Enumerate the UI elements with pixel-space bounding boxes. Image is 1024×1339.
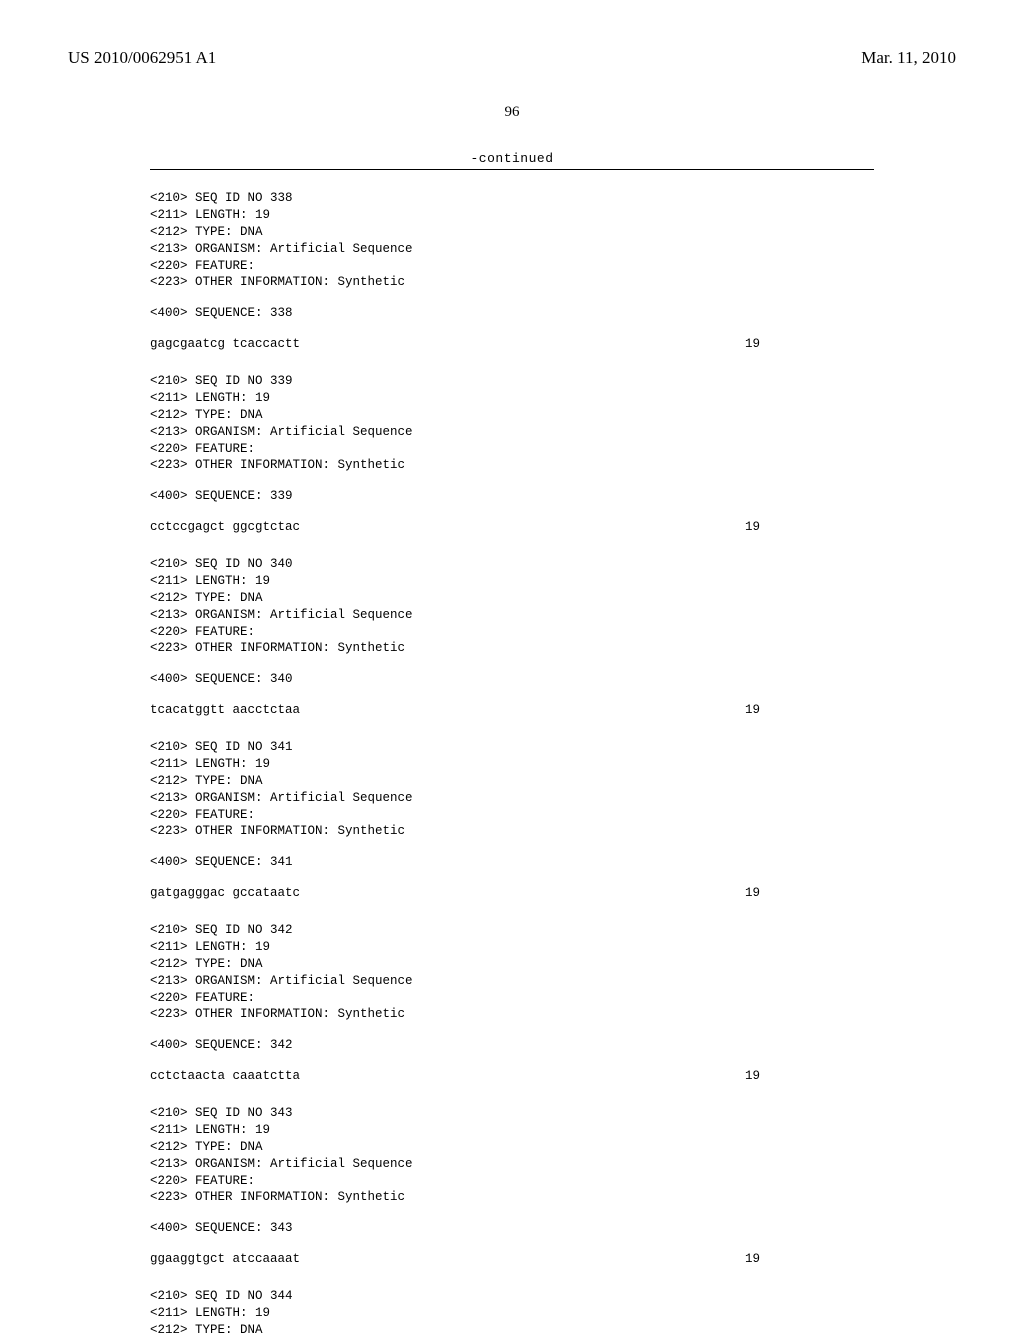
seq-type-line: <212> TYPE: DNA [150, 590, 874, 607]
seq-length-line: <211> LENGTH: 19 [150, 207, 874, 224]
seq-type-line: <212> TYPE: DNA [150, 773, 874, 790]
seq-length-value: 19 [300, 336, 760, 353]
seq-label-line: <400> SEQUENCE: 343 [150, 1220, 874, 1237]
seq-organism-line: <213> ORGANISM: Artificial Sequence [150, 1156, 874, 1173]
seq-feature-line: <220> FEATURE: [150, 1173, 874, 1190]
seq-length-value: 19 [300, 519, 760, 536]
seq-label-line: <400> SEQUENCE: 338 [150, 305, 874, 322]
seq-length-line: <211> LENGTH: 19 [150, 573, 874, 590]
seq-feature-line: <220> FEATURE: [150, 807, 874, 824]
seq-text: gatgagggac gccataatc [150, 885, 300, 902]
seq-label-line: <400> SEQUENCE: 341 [150, 854, 874, 871]
seq-type-line: <212> TYPE: DNA [150, 224, 874, 241]
seq-length-line: <211> LENGTH: 19 [150, 756, 874, 773]
seq-entry: <210> SEQ ID NO 340 <211> LENGTH: 19 <21… [150, 556, 874, 719]
seq-length-value: 19 [300, 885, 760, 902]
seq-id-line: <210> SEQ ID NO 339 [150, 373, 874, 390]
seq-data-line: cctctaacta caaatctta19 [150, 1068, 874, 1085]
seq-feature-line: <220> FEATURE: [150, 624, 874, 641]
seq-id-line: <210> SEQ ID NO 344 [150, 1288, 874, 1305]
seq-entry: <210> SEQ ID NO 343 <211> LENGTH: 19 <21… [150, 1105, 874, 1268]
seq-other-line: <223> OTHER INFORMATION: Synthetic [150, 274, 874, 291]
seq-type-line: <212> TYPE: DNA [150, 1322, 874, 1339]
seq-id-line: <210> SEQ ID NO 343 [150, 1105, 874, 1122]
publication-date: Mar. 11, 2010 [861, 48, 956, 68]
seq-feature-line: <220> FEATURE: [150, 258, 874, 275]
seq-data-line: tcacatggtt aacctctaa19 [150, 702, 874, 719]
seq-text: gagcgaatcg tcaccactt [150, 336, 300, 353]
seq-other-line: <223> OTHER INFORMATION: Synthetic [150, 640, 874, 657]
seq-length-value: 19 [300, 1068, 760, 1085]
seq-organism-line: <213> ORGANISM: Artificial Sequence [150, 241, 874, 258]
seq-label-line: <400> SEQUENCE: 342 [150, 1037, 874, 1054]
seq-data-line: gatgagggac gccataatc19 [150, 885, 874, 902]
seq-label-line: <400> SEQUENCE: 340 [150, 671, 874, 688]
sequence-listing: <210> SEQ ID NO 338 <211> LENGTH: 19 <21… [0, 190, 1024, 1339]
seq-data-line: gagcgaatcg tcaccactt19 [150, 336, 874, 353]
seq-id-line: <210> SEQ ID NO 341 [150, 739, 874, 756]
seq-type-line: <212> TYPE: DNA [150, 1139, 874, 1156]
seq-other-line: <223> OTHER INFORMATION: Synthetic [150, 457, 874, 474]
seq-length-value: 19 [300, 702, 760, 719]
seq-text: ggaaggtgct atccaaaat [150, 1251, 300, 1268]
seq-type-line: <212> TYPE: DNA [150, 956, 874, 973]
publication-number: US 2010/0062951 A1 [68, 48, 216, 67]
seq-id-line: <210> SEQ ID NO 342 [150, 922, 874, 939]
seq-feature-line: <220> FEATURE: [150, 441, 874, 458]
seq-organism-line: <213> ORGANISM: Artificial Sequence [150, 973, 874, 990]
seq-text: cctccgagct ggcgtctac [150, 519, 300, 536]
seq-entry-partial: <210> SEQ ID NO 344 <211> LENGTH: 19 <21… [150, 1288, 874, 1339]
seq-text: cctctaacta caaatctta [150, 1068, 300, 1085]
seq-other-line: <223> OTHER INFORMATION: Synthetic [150, 823, 874, 840]
seq-organism-line: <213> ORGANISM: Artificial Sequence [150, 424, 874, 441]
seq-id-line: <210> SEQ ID NO 340 [150, 556, 874, 573]
seq-length-line: <211> LENGTH: 19 [150, 390, 874, 407]
seq-entry: <210> SEQ ID NO 342 <211> LENGTH: 19 <21… [150, 922, 874, 1085]
seq-length-line: <211> LENGTH: 19 [150, 1122, 874, 1139]
seq-label-line: <400> SEQUENCE: 339 [150, 488, 874, 505]
seq-other-line: <223> OTHER INFORMATION: Synthetic [150, 1189, 874, 1206]
seq-data-line: ggaaggtgct atccaaaat19 [150, 1251, 874, 1268]
seq-id-line: <210> SEQ ID NO 338 [150, 190, 874, 207]
seq-entry: <210> SEQ ID NO 338 <211> LENGTH: 19 <21… [150, 190, 874, 353]
seq-organism-line: <213> ORGANISM: Artificial Sequence [150, 607, 874, 624]
seq-data-line: cctccgagct ggcgtctac19 [150, 519, 874, 536]
page-header: US 2010/0062951 A1 Mar. 11, 2010 [0, 0, 1024, 68]
seq-type-line: <212> TYPE: DNA [150, 407, 874, 424]
continued-label: -continued [0, 151, 1024, 166]
seq-organism-line: <213> ORGANISM: Artificial Sequence [150, 790, 874, 807]
seq-feature-line: <220> FEATURE: [150, 990, 874, 1007]
seq-length-line: <211> LENGTH: 19 [150, 1305, 874, 1322]
seq-other-line: <223> OTHER INFORMATION: Synthetic [150, 1006, 874, 1023]
seq-entry: <210> SEQ ID NO 341 <211> LENGTH: 19 <21… [150, 739, 874, 902]
seq-entry: <210> SEQ ID NO 339 <211> LENGTH: 19 <21… [150, 373, 874, 536]
page-number: 96 [0, 104, 1024, 121]
seq-text: tcacatggtt aacctctaa [150, 702, 300, 719]
rule-top [150, 169, 874, 170]
seq-length-line: <211> LENGTH: 19 [150, 939, 874, 956]
seq-length-value: 19 [300, 1251, 760, 1268]
